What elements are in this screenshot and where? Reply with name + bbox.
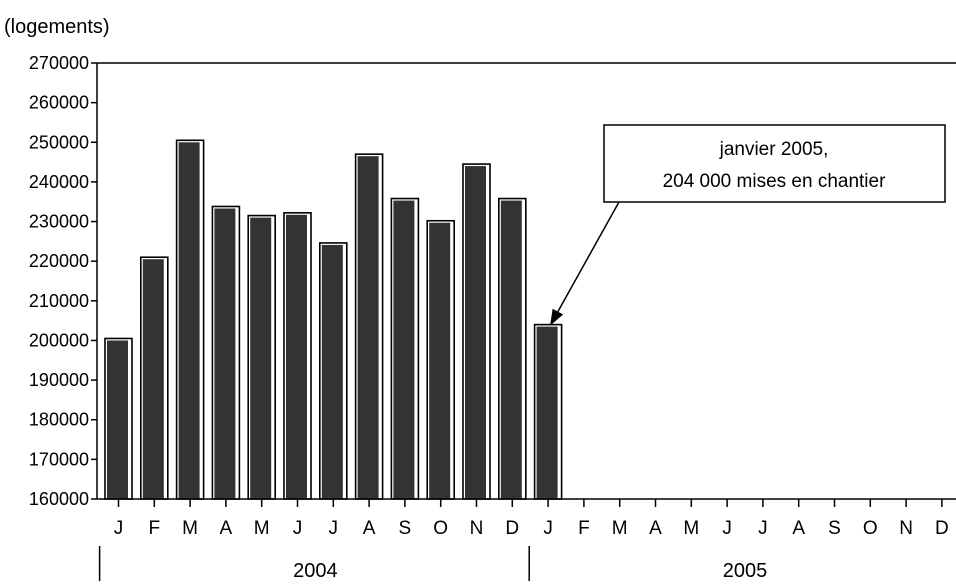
annotation-line-2: 204 000 mises en chantier [663, 171, 887, 192]
x-tick-label: M [182, 518, 198, 539]
bar-fill [536, 326, 558, 499]
x-tick-label: S [399, 518, 412, 539]
y-tick-label: 250000 [29, 132, 89, 152]
x-tick-label: D [505, 518, 519, 539]
bar [390, 197, 420, 500]
bar [247, 214, 276, 500]
x-tick-label: J [758, 518, 768, 539]
bar-fill [250, 217, 272, 499]
bar [533, 323, 563, 500]
x-tick-label: S [828, 518, 841, 539]
annotation-arrow-head [550, 308, 564, 326]
x-tick-label: A [220, 518, 233, 539]
bar [426, 219, 456, 500]
bar [354, 153, 384, 500]
x-tick-label: O [863, 518, 878, 539]
bar-fill [465, 166, 486, 499]
x-tick-label: F [148, 518, 160, 539]
bar-fill [286, 214, 307, 500]
y-axis-ticks: 160000 170000 180000 190000 200000 210000 2200… [29, 53, 97, 509]
annotation-arrow [557, 201, 620, 312]
y-axis-unit-label: (logements) [4, 16, 110, 38]
year-label: 2004 [293, 560, 338, 582]
x-tick-label: A [363, 518, 376, 539]
bar-fill [142, 259, 164, 499]
x-tick-label: J [543, 518, 553, 539]
bar [462, 163, 491, 500]
x-tick-label: J [329, 518, 339, 539]
y-tick-label: 190000 [29, 370, 89, 390]
x-tick-label: M [254, 518, 270, 539]
bar [318, 242, 348, 500]
bar [497, 197, 527, 500]
y-tick-label: 260000 [29, 93, 89, 113]
x-tick-label: J [293, 518, 303, 539]
bar-fill [500, 200, 522, 499]
x-tick-label: D [935, 518, 949, 539]
y-tick-label: 160000 [29, 489, 89, 509]
x-tick-label: N [470, 518, 484, 539]
x-tick-label: M [612, 518, 628, 539]
bar [175, 139, 205, 500]
bar-fill [178, 142, 200, 500]
bar-fill [393, 200, 415, 499]
bar-fill [357, 156, 379, 499]
annotation-box [603, 124, 946, 203]
y-tick-label: 180000 [29, 410, 89, 430]
bar [283, 212, 312, 500]
year-label: 2005 [723, 560, 768, 582]
bar-fill [107, 340, 128, 499]
x-tick-label: F [578, 518, 590, 539]
bar [211, 205, 241, 500]
annotation-line-1: janvier 2005, [719, 139, 829, 160]
annotation: janvier 2005, 204 000 mises en chantier [550, 124, 946, 326]
bar [140, 256, 169, 500]
y-tick-label: 220000 [29, 251, 89, 271]
y-tick-label: 230000 [29, 212, 89, 232]
bar-fill [429, 222, 451, 499]
x-tick-label: N [899, 518, 913, 539]
bars [104, 139, 563, 500]
y-tick-label: 200000 [29, 330, 89, 350]
x-tick-label: M [683, 518, 699, 539]
bar [104, 337, 133, 500]
x-tick-label: A [792, 518, 805, 539]
y-tick-label: 240000 [29, 172, 89, 192]
y-tick-label: 170000 [29, 449, 89, 469]
y-tick-label: 210000 [29, 291, 89, 311]
x-tick-label: A [649, 518, 662, 539]
x-tick-label: J [722, 518, 732, 539]
x-tick-label: O [433, 518, 448, 539]
y-tick-label: 270000 [29, 53, 89, 73]
bar-fill [214, 208, 236, 499]
x-tick-label: J [114, 518, 124, 539]
bar-fill [321, 244, 343, 499]
year-groups: 2004 2005 [98, 546, 768, 582]
